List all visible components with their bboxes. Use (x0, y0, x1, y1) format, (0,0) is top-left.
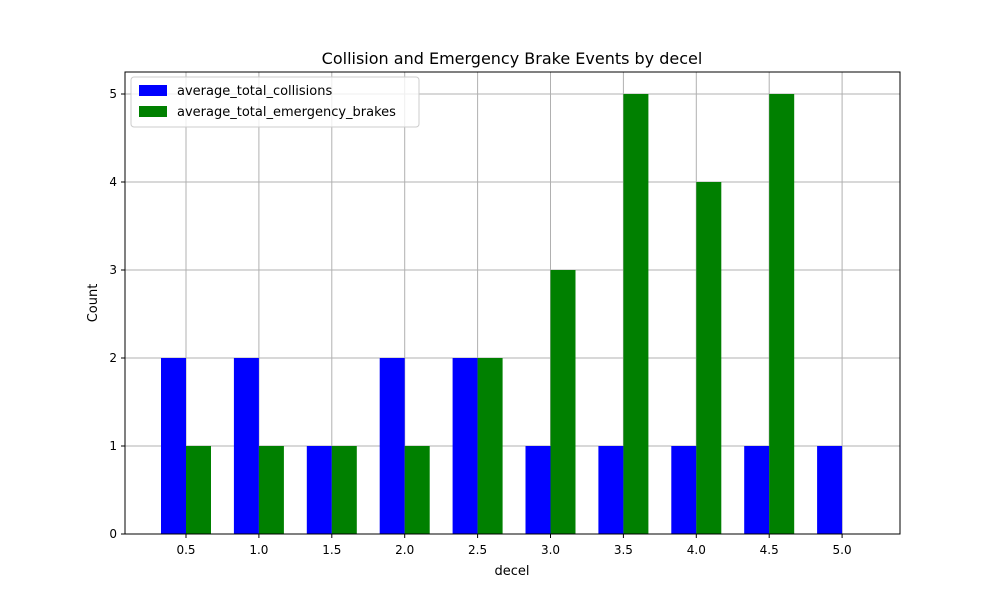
bar-average-total-collisions (744, 446, 770, 534)
bar-average-total-collisions (452, 358, 478, 534)
x-tick-label: 3.0 (541, 543, 560, 557)
bar-average-total-emergency-brakes (258, 446, 284, 534)
bar-average-total-emergency-brakes (331, 446, 357, 534)
bar-average-total-emergency-brakes (623, 94, 649, 534)
chart-title: Collision and Emergency Brake Events by … (322, 49, 703, 68)
legend-swatch (139, 85, 167, 96)
legend-swatch (139, 106, 167, 117)
y-tick-label: 5 (109, 87, 117, 101)
y-tick-label: 0 (109, 527, 117, 541)
y-tick-label: 1 (109, 439, 117, 453)
bar-average-total-emergency-brakes (769, 94, 795, 534)
y-tick-label: 4 (109, 175, 117, 189)
x-axis-ticks: 0.5 1.0 1.5 2.0 2.5 3.0 3.5 4.0 4.5 5.0 (176, 534, 852, 557)
bar-average-total-collisions (598, 446, 624, 534)
y-tick-label: 2 (109, 351, 117, 365)
x-tick-label: 2.0 (395, 543, 414, 557)
x-tick-label: 0.5 (176, 543, 195, 557)
x-tick-label: 1.0 (249, 543, 268, 557)
y-tick-label: 3 (109, 263, 117, 277)
x-tick-label: 4.5 (760, 543, 779, 557)
bars (161, 94, 843, 534)
bar-average-total-collisions (306, 446, 332, 534)
plot-frame (124, 71, 901, 535)
bar-average-total-collisions (525, 446, 551, 534)
legend-box (130, 76, 420, 128)
bar-average-total-collisions (671, 446, 697, 534)
y-axis-label: Count (86, 284, 101, 323)
x-axis-label: decel (494, 564, 529, 579)
bar-average-total-emergency-brakes (696, 182, 722, 534)
bar-average-total-emergency-brakes (477, 358, 503, 534)
bar-average-total-collisions (817, 446, 843, 534)
bar-average-total-emergency-brakes (550, 270, 576, 534)
x-tick-label: 1.5 (322, 543, 341, 557)
legend-label: average_total_emergency_brakes (177, 105, 396, 120)
bar-average-total-collisions (379, 358, 405, 534)
bar-average-total-collisions (161, 358, 186, 534)
legend: average_total_collisions average_total_em… (130, 76, 420, 128)
bar-average-total-emergency-brakes (404, 446, 430, 534)
legend-label: average_total_collisions (177, 84, 332, 99)
y-axis-ticks: 0 1 2 3 4 5 (109, 87, 125, 541)
bar-average-total-collisions (233, 358, 259, 534)
x-tick-label: 5.0 (833, 543, 852, 557)
x-tick-label: 3.5 (614, 543, 633, 557)
x-tick-label: 2.5 (468, 543, 487, 557)
x-tick-label: 4.0 (687, 543, 706, 557)
bar-average-total-emergency-brakes (186, 446, 211, 534)
